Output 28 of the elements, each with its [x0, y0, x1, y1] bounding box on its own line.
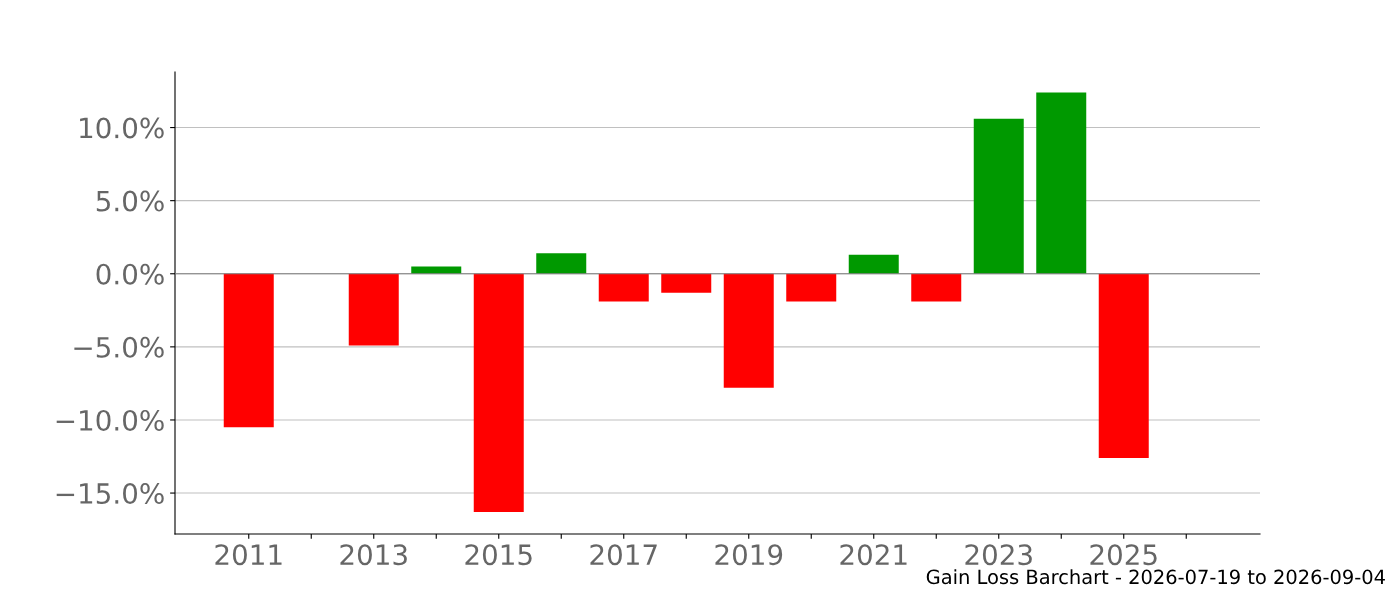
x-tick-label: 2025	[1090, 544, 1157, 566]
x-tick-label: 2013	[340, 544, 407, 566]
bar	[1098, 273, 1149, 458]
x-tick-label: 2023	[965, 544, 1032, 566]
bar	[348, 273, 399, 346]
bar	[473, 273, 524, 513]
bar	[911, 273, 962, 302]
bar	[536, 253, 587, 274]
bar	[786, 273, 837, 302]
y-tick-label: −5.0%	[74, 336, 164, 358]
bar	[848, 254, 899, 274]
y-tick-label: 10.0%	[80, 117, 164, 139]
text: Gain Loss Barchart - 2026-07-19 to 2026-09-04	[926, 569, 1385, 585]
bar	[723, 273, 774, 388]
bar	[598, 273, 649, 302]
x-tick-label: 2021	[840, 544, 907, 566]
x-tick-label: 2011	[215, 544, 282, 566]
y-tick-label: 0.0%	[96, 263, 164, 285]
bar	[661, 273, 712, 293]
x-tick-label: 2019	[715, 544, 783, 566]
y-tick-label: 5.0%	[96, 190, 164, 212]
y-tick-label: −10.0%	[56, 409, 164, 431]
bar	[973, 118, 1024, 274]
x-tick-label: 2017	[590, 544, 657, 566]
y-tick-label: −15.0%	[56, 483, 164, 505]
bar	[223, 273, 274, 428]
bar	[1036, 92, 1087, 274]
x-tick-label: 2015	[465, 544, 532, 566]
